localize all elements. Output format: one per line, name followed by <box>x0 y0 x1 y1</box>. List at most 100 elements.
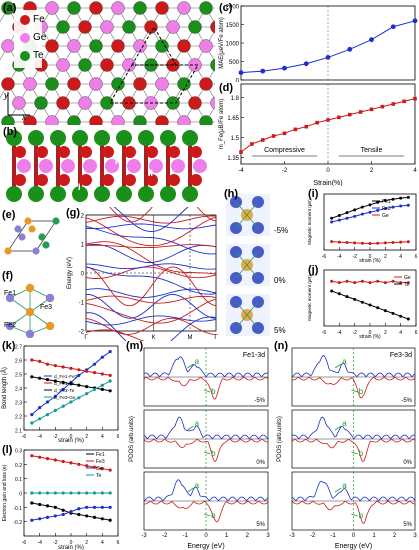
atom <box>89 1 103 15</box>
data-point <box>260 138 265 142</box>
data-point <box>45 515 50 519</box>
x-tick-label: 0 <box>369 330 372 336</box>
pdos-spin-down <box>291 376 416 399</box>
data-point <box>61 508 65 512</box>
data-point <box>376 241 380 245</box>
arrow-b <box>203 451 211 455</box>
y-axis-label: Magnetic moment (μB) <box>307 275 312 321</box>
data-point <box>53 505 57 509</box>
atom <box>89 39 103 53</box>
x-tick-label: 0 <box>326 168 330 174</box>
atom <box>177 115 191 125</box>
ge-atom <box>127 159 141 173</box>
band-line <box>85 266 217 295</box>
data-point <box>330 240 334 244</box>
bond <box>122 136 126 198</box>
data-point <box>85 385 89 389</box>
data-point <box>38 359 42 363</box>
y-tick-label: 2.5 <box>15 373 22 379</box>
atom <box>177 1 191 15</box>
y-tick-label: 500 <box>229 60 240 66</box>
series-line <box>331 196 409 219</box>
data-point <box>369 37 374 43</box>
data-point <box>376 279 380 283</box>
legend-label: Ge <box>96 466 103 472</box>
data-point <box>353 297 357 301</box>
panel-g: -2 -1 0 1 2 Γ K M Γ Energy (eV) (g) <box>64 207 220 341</box>
fe-atom <box>102 174 114 186</box>
fe-atom <box>168 174 180 186</box>
band-line <box>109 207 217 223</box>
atom <box>32 247 40 255</box>
data-point <box>108 468 112 472</box>
data-point <box>360 241 364 245</box>
te-atom <box>72 186 88 202</box>
atom <box>38 233 46 241</box>
fe-atom <box>58 146 70 158</box>
atom <box>89 115 103 125</box>
unit-cell-diagram <box>4 217 60 255</box>
annotation-a: a <box>342 357 347 366</box>
data-point <box>337 218 341 222</box>
data-point <box>77 368 81 372</box>
data-point <box>108 518 112 522</box>
data-point <box>337 213 341 217</box>
annotation-b: b <box>211 387 216 396</box>
band-line <box>85 223 217 230</box>
annotation-a: a <box>342 419 347 428</box>
x-tick-label: -4 <box>238 168 244 174</box>
ge-atom <box>193 159 207 173</box>
atom <box>199 39 213 53</box>
data-point <box>391 205 395 209</box>
data-point <box>108 379 112 383</box>
bond <box>144 136 148 198</box>
fe-atom <box>190 146 202 158</box>
data-point <box>391 197 395 201</box>
pdos-spin-up <box>291 416 416 440</box>
y-axis-label: PDOS (arb.units) <box>129 416 135 462</box>
y-axis-label: Magnetic moment (μB) <box>307 199 312 245</box>
x-tick-label: 4 <box>399 330 402 336</box>
fe-atom <box>36 174 48 186</box>
data-point <box>353 281 357 285</box>
y-tick-label: -2 <box>79 330 85 336</box>
band-line <box>85 215 217 224</box>
data-point <box>85 369 89 373</box>
data-point <box>100 467 104 471</box>
y-tick-label: 1 <box>81 243 85 249</box>
x-tick-label: 6 <box>415 330 418 336</box>
data-point <box>77 512 81 517</box>
band-line <box>85 243 217 263</box>
band-line <box>85 293 217 319</box>
atom <box>122 96 136 110</box>
x-tick-label: -6 <box>322 254 327 260</box>
fe-atom <box>190 174 202 186</box>
atom <box>23 77 37 91</box>
legend-label: Fe1 <box>96 452 105 458</box>
data-point <box>399 281 403 285</box>
data-point <box>30 358 34 362</box>
fe-atom <box>146 174 158 186</box>
data-point <box>38 455 42 459</box>
y-tick-label: 2.2 <box>15 415 22 421</box>
data-point <box>360 300 364 304</box>
legend-label: Te <box>404 282 410 288</box>
x-tick-label: -6 <box>322 330 327 336</box>
atom <box>34 96 48 110</box>
y-axis-label: Electron gain and loss (e) <box>2 464 8 521</box>
data-point <box>406 240 410 244</box>
data-point <box>53 458 57 462</box>
label-b: (b) <box>3 126 18 138</box>
data-point <box>406 203 410 207</box>
arrow-b <box>351 389 358 393</box>
chart-pdos-fe1: a b -5% a b 0% a b 5% -3 -2 -1 0 1 2 3 Energy (eV) PDOS (… <box>129 347 270 550</box>
panel-n: a b -5% a b 0% a b 5% -3 -2 -1 0 1 2 3 Energy (eV) PDOS (… <box>272 340 419 550</box>
data-point <box>345 241 349 245</box>
bond <box>235 251 259 279</box>
strain-label: 5% <box>256 522 265 528</box>
data-point <box>77 462 81 466</box>
atom <box>56 20 70 34</box>
data-point <box>85 464 89 468</box>
label-i: (i) <box>308 188 319 200</box>
panel-b: (b) I II I <box>0 126 215 206</box>
